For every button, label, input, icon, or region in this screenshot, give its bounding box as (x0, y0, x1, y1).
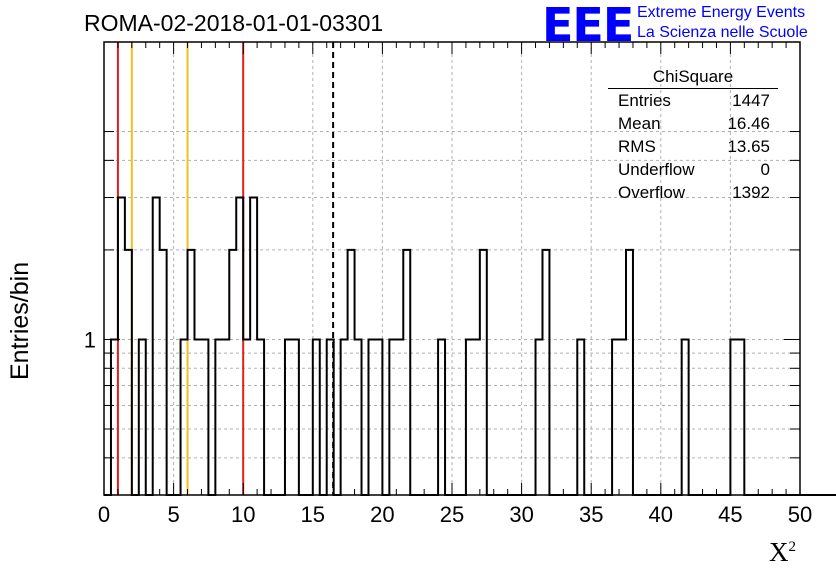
stats-title: ChiSquare (608, 66, 778, 89)
histogram-bin (243, 339, 250, 495)
stat-row-rms: RMS 13.65 (608, 135, 778, 158)
histogram-bin (375, 339, 382, 495)
histogram-bin (118, 198, 125, 495)
eee-logo: EEE (542, 0, 634, 52)
x-tick-label: 45 (718, 502, 742, 527)
histogram-bin (396, 339, 403, 495)
histogram-bin (194, 339, 201, 495)
histogram-bin (682, 339, 689, 495)
stat-value: 1447 (732, 91, 770, 110)
chart-title: ROMA-02-2018-01-01-03301 (84, 10, 384, 36)
x-tick-label: 40 (649, 502, 673, 527)
histogram-bars (104, 196, 836, 496)
histogram-bin (292, 339, 299, 495)
histogram-bin (111, 339, 118, 495)
x-axis-label: X2 (769, 537, 796, 567)
axes (103, 41, 801, 496)
stat-label: RMS (618, 137, 656, 156)
histogram-bin (215, 339, 222, 495)
histogram-bin (313, 339, 320, 495)
stat-row-entries: Entries 1447 (608, 89, 778, 112)
histogram-bin (201, 339, 208, 495)
y-axis-label: Entries/bin (6, 261, 34, 380)
x-tick-labels: 0 5 10 15 20 25 30 35 40 45 50 (98, 502, 812, 527)
stat-value: 16.46 (727, 114, 770, 133)
histogram-bin (236, 198, 243, 495)
histogram-bin (619, 339, 626, 495)
histogram-bin (466, 339, 473, 495)
y-tick-labels: 1 (84, 327, 96, 352)
x-tick-label: 30 (509, 502, 533, 527)
stat-value: 13.65 (727, 137, 770, 156)
stat-label: Underflow (618, 160, 695, 179)
x-tick-label: 35 (579, 502, 603, 527)
x-tick-label: 25 (440, 502, 464, 527)
y-tick-label: 1 (84, 327, 96, 352)
stat-row-mean: Mean 16.46 (608, 112, 778, 135)
histogram-bin (257, 339, 264, 495)
histogram-bin (139, 339, 146, 495)
histogram-bin (355, 339, 362, 495)
histogram-bin (250, 198, 257, 495)
histogram-bin (737, 339, 744, 495)
histogram-bin (730, 339, 737, 495)
histogram-bin (473, 339, 480, 495)
histogram-bin (341, 339, 348, 495)
stat-label: Mean (618, 114, 661, 133)
histogram-bin (181, 339, 188, 495)
x-tick-label: 10 (231, 502, 255, 527)
x-tick-label: 0 (98, 502, 110, 527)
histogram-bin (536, 339, 543, 495)
stat-row-overflow: Overflow 1392 (608, 181, 778, 204)
histogram-bin (389, 339, 396, 495)
stat-label: Overflow (618, 183, 686, 202)
reference-lines (116, 42, 335, 495)
stat-value: 1392 (732, 183, 770, 202)
histogram-bin (368, 339, 375, 495)
x-tick-label: 15 (301, 502, 325, 527)
x-tick-label: 20 (370, 502, 394, 527)
stat-row-underflow: Underflow 0 (608, 158, 778, 181)
x-tick-label: 5 (167, 502, 179, 527)
stat-value: 0 (760, 160, 770, 179)
histogram-bin (577, 339, 584, 495)
histogram-outline (104, 196, 836, 496)
logo-text-line1: Extreme Energy Events (637, 4, 806, 21)
histogram-bin (612, 339, 619, 495)
logo-text-line2: La Scienza nelle Scuole (637, 24, 808, 41)
stat-label: Entries (618, 91, 671, 110)
stats-box: ChiSquare Entries 1447 Mean 16.46 RMS 13… (608, 66, 778, 204)
histogram-bin (438, 339, 445, 495)
x-tick-label: 50 (788, 502, 812, 527)
histogram-bin (153, 198, 160, 495)
histogram-bin (222, 339, 229, 495)
histogram-bin (285, 339, 292, 495)
